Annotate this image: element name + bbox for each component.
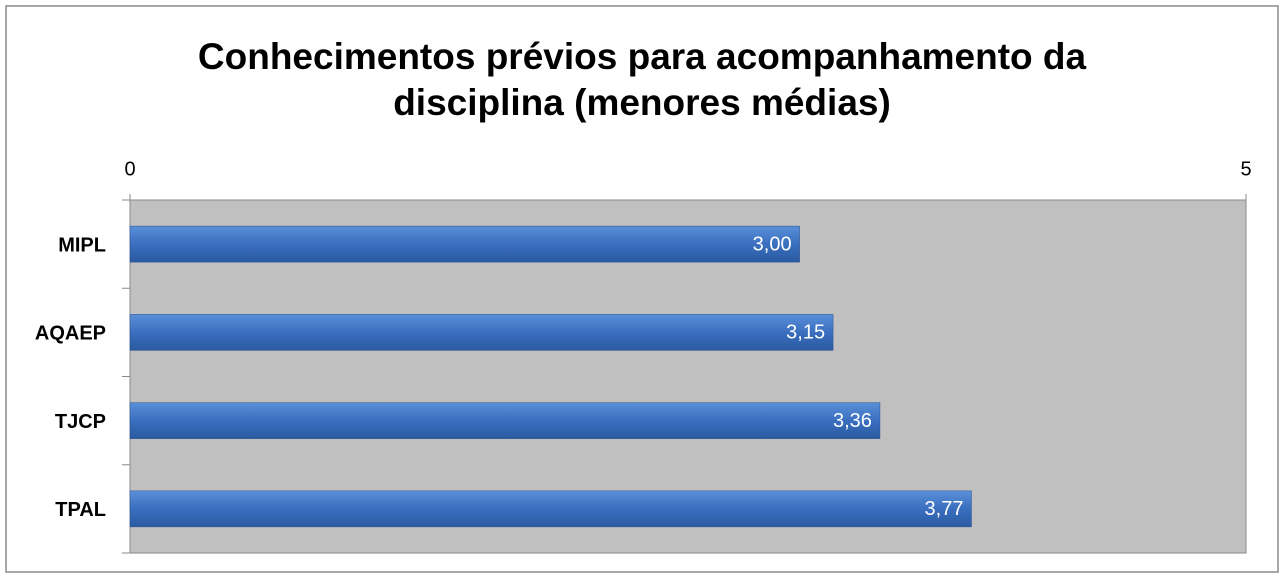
y-tick-label: AQAEP [35, 323, 106, 345]
bar [129, 225, 800, 263]
y-tick-label: TJCP [55, 411, 106, 433]
y-tick-label: TPAL [55, 499, 106, 521]
bar [129, 314, 834, 351]
data-label: 3,36 [833, 410, 872, 432]
x-tick-label: 5 [1240, 158, 1251, 180]
bar [129, 490, 972, 528]
data-label: 3,77 [925, 498, 964, 520]
y-tick-label: MIPL [58, 234, 106, 256]
data-label: 3,00 [753, 233, 792, 255]
data-label: 3,15 [786, 322, 825, 344]
bar [129, 402, 881, 439]
x-tick-label: 0 [124, 158, 135, 180]
chart-title: Conhecimentos prévios para acompanhament… [197, 36, 1087, 123]
